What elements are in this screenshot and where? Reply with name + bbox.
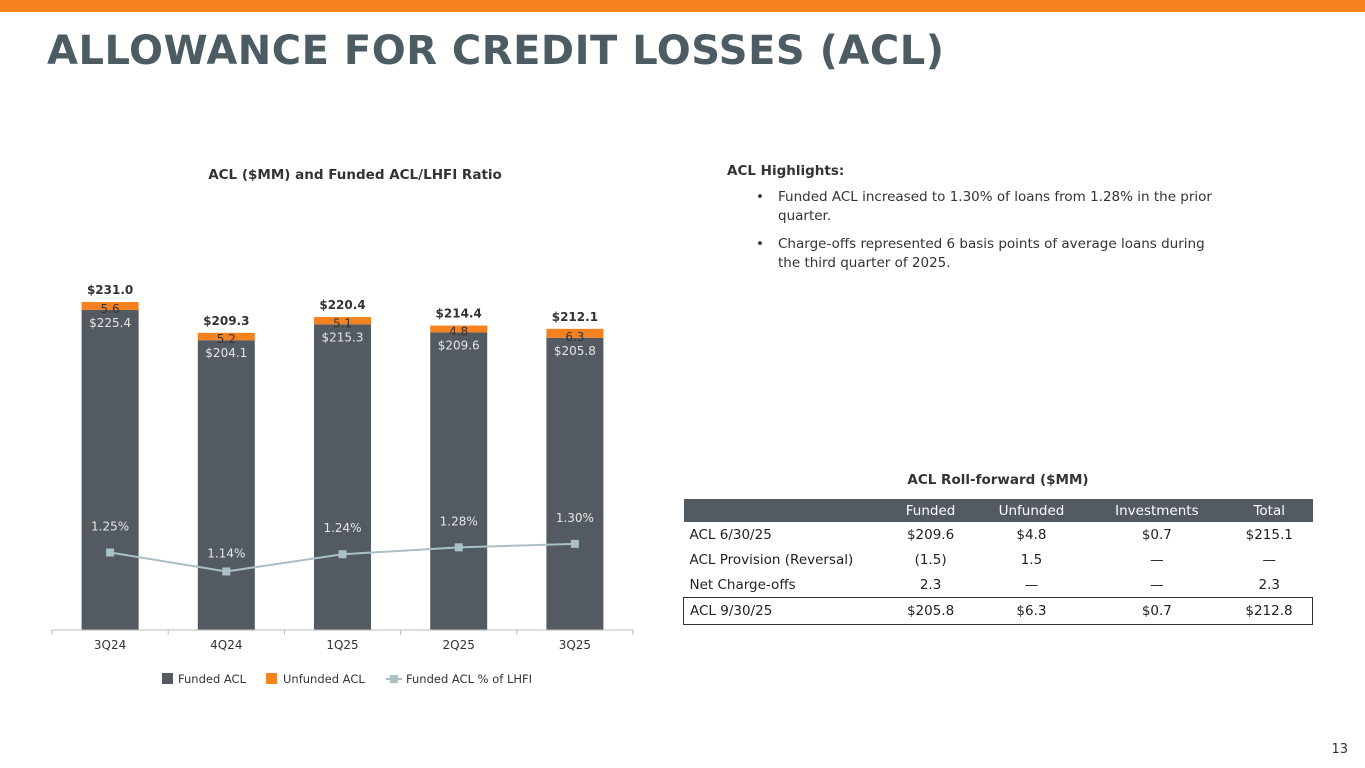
highlight-text: Funded ACL increased to 1.30% of loans f… <box>778 189 1212 224</box>
legend-unfunded-label: Unfunded ACL <box>283 672 365 686</box>
ratio-point <box>570 539 579 548</box>
column-header <box>683 499 886 522</box>
rollforward-title: ACL Roll-forward ($MM) <box>907 472 1089 488</box>
row-label: ACL 6/30/25 <box>689 526 772 543</box>
unfunded-acl-bar <box>546 328 604 338</box>
ratio-value-label: 1.25% <box>91 520 129 534</box>
table-row: ACL Provision (Reversal) (1.5) 1.5 — — <box>684 547 1313 572</box>
top-accent-bar <box>0 0 1365 12</box>
column-header: Funded <box>886 499 976 522</box>
highlight-item: • Funded ACL increased to 1.30% of loans… <box>756 188 1226 226</box>
table-row-total: ACL 9/30/25 $205.8 $6.3 $0.7 $212.8 <box>683 597 1313 625</box>
unfunded-value-label: 5.2 <box>217 332 236 346</box>
unfunded-acl-bar <box>197 332 255 341</box>
total-value-label: $214.4 <box>436 307 482 321</box>
ratio-value-label: 1.30% <box>556 511 594 525</box>
legend-ratio-marker <box>390 675 398 683</box>
legend-ratio-label: Funded ACL % of LHFI <box>406 672 532 686</box>
x-tick-label: 3Q25 <box>559 638 591 652</box>
x-tick-label: 2Q25 <box>443 638 475 652</box>
x-tick-label: 3Q24 <box>94 638 126 652</box>
column-header: Investments <box>1087 499 1226 522</box>
highlight-text: Charge-offs represented 6 basis points o… <box>778 236 1205 271</box>
table-cell: $212.8 <box>1225 597 1313 625</box>
table-cell: — <box>1150 551 1164 568</box>
table-cell: $0.7 <box>1087 597 1226 625</box>
unfunded-acl-bar <box>314 317 371 325</box>
unfunded-acl-bar <box>81 302 139 310</box>
table-cell: (1.5) <box>914 551 947 568</box>
ratio-value-label: 1.24% <box>323 521 361 535</box>
row-label: Net Charge-offs <box>689 576 796 593</box>
legend-funded-label: Funded ACL <box>178 672 247 686</box>
table-cell: 2.3 <box>919 576 942 593</box>
ratio-point <box>338 550 347 559</box>
funded-acl-bar <box>81 309 139 630</box>
funded-value-label: $215.3 <box>322 330 364 344</box>
table-cell: — <box>1262 551 1276 568</box>
column-header: Total <box>1225 499 1313 522</box>
table-row: ACL 6/30/25 $209.6 $4.8 $0.7 $215.1 <box>684 522 1313 547</box>
funded-acl-bar <box>430 332 488 630</box>
unfunded-value-label: 5.1 <box>333 316 352 330</box>
page-title: ALLOWANCE FOR CREDIT LOSSES (ACL) <box>47 28 945 74</box>
legend-unfunded-swatch <box>266 673 277 684</box>
table-cell: 2.3 <box>1258 576 1280 593</box>
ratio-point <box>222 567 231 576</box>
ratio-point <box>106 548 115 557</box>
table-cell: $0.7 <box>1141 526 1172 543</box>
total-value-label: $231.0 <box>87 283 133 297</box>
unfunded-value-label: 4.8 <box>449 324 468 338</box>
bullet-icon: • <box>756 236 764 252</box>
table-cell: $205.8 <box>886 597 976 625</box>
table-header-row: Funded Unfunded Investments Total <box>683 499 1313 522</box>
x-tick-label: 4Q24 <box>210 638 242 652</box>
total-value-label: $209.3 <box>203 314 249 328</box>
total-value-label: $212.1 <box>552 310 598 324</box>
funded-value-label: $209.6 <box>438 338 480 352</box>
funded-value-label: $225.4 <box>89 316 131 330</box>
legend-funded-swatch <box>162 673 173 684</box>
highlight-item: • Charge-offs represented 6 basis points… <box>756 235 1226 273</box>
column-header: Unfunded <box>975 499 1088 522</box>
chart-title: ACL ($MM) and Funded ACL/LHFI Ratio <box>208 167 502 183</box>
table-cell: — <box>1150 576 1164 593</box>
page-number: 13 <box>1331 742 1348 757</box>
funded-acl-bar <box>197 340 255 630</box>
row-label: ACL Provision (Reversal) <box>689 551 854 568</box>
unfunded-value-label: 5.6 <box>101 302 120 316</box>
unfunded-acl-bar <box>430 325 488 333</box>
x-tick-label: 1Q25 <box>326 638 358 652</box>
total-value-label: $220.4 <box>319 298 365 312</box>
funded-acl-bar <box>314 324 371 630</box>
funded-acl-bar <box>546 337 604 630</box>
funded-value-label: $204.1 <box>205 346 247 360</box>
ratio-point <box>454 543 463 552</box>
table-cell: $4.8 <box>1016 526 1047 543</box>
bullet-icon: • <box>756 189 764 205</box>
highlights-title: ACL Highlights: <box>727 163 845 179</box>
table-cell: — <box>1024 576 1039 593</box>
table-cell: $209.6 <box>906 526 955 543</box>
rollforward-table: Funded Unfunded Investments Total ACL 6/… <box>683 499 1313 625</box>
row-label: ACL 9/30/25 <box>683 597 886 625</box>
ratio-value-label: 1.14% <box>207 546 245 560</box>
highlights-list: • Funded ACL increased to 1.30% of loans… <box>756 188 1226 282</box>
table-row: Net Charge-offs 2.3 — — 2.3 <box>684 572 1313 598</box>
unfunded-value-label: 6.3 <box>565 330 584 344</box>
table-cell: 1.5 <box>1020 551 1043 568</box>
table-cell: $6.3 <box>975 597 1088 625</box>
funded-value-label: $205.8 <box>554 344 596 358</box>
table-cell: $215.1 <box>1245 526 1293 543</box>
ratio-value-label: 1.28% <box>440 514 478 528</box>
